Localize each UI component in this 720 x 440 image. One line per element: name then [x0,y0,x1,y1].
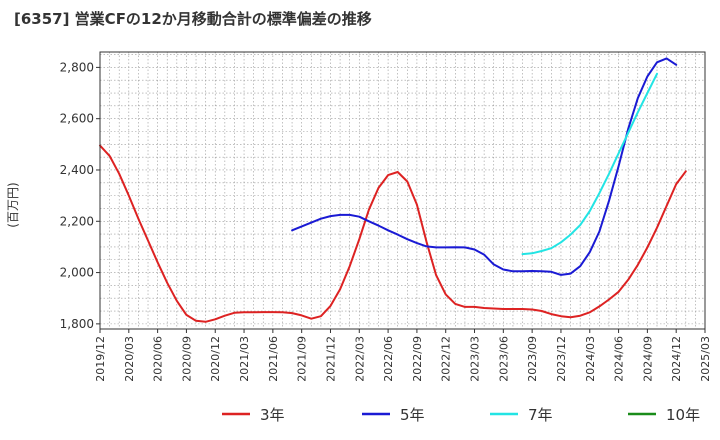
y-axis-label: (百万円) [6,182,20,227]
x-axis: 2019/12 2020/03 2020/06 2020/09 2020/12 2021/… [94,329,712,382]
x-tick-label: 2025/03 [699,336,712,382]
x-tick-label: 2021/12 [324,336,337,382]
x-tick-label: 2024/03 [584,336,597,382]
legend-label: 7年 [528,406,553,424]
series-line-5年 [291,57,678,276]
x-tick-label: 2021/09 [296,336,309,382]
y-tick-label: 2,800 [60,60,94,74]
x-tick-label: 2022/12 [440,336,453,382]
series-line-3年 [99,144,687,323]
x-tick-label: 2022/09 [411,336,424,382]
x-tick-label: 2020/09 [180,336,193,382]
x-tick-label: 2020/03 [123,336,136,382]
x-tick-label: 2024/12 [670,336,683,382]
legend-label: 5年 [400,406,425,424]
x-tick-label: 2022/03 [353,336,366,382]
series-layer [99,57,687,323]
y-tick-label: 2,400 [60,163,94,177]
plot-frame [99,51,706,330]
x-tick-label: 2023/03 [469,336,482,382]
x-tick-label: 2024/09 [641,336,654,382]
y-tick-label: 2,000 [60,266,94,280]
x-tick-label: 2024/06 [613,336,626,382]
legend: 3年 5年 7年 10年 [222,406,700,424]
x-tick-label: 2020/12 [209,336,222,382]
x-tick-label: 2023/09 [526,336,539,382]
x-tick-label: 2021/03 [238,336,251,382]
x-tick-label: 2019/12 [94,336,107,382]
legend-label: 3年 [260,406,285,424]
x-tick-label: 2020/06 [152,336,165,382]
chart-title: [6357] 営業CFの12か月移動合計の標準偏差の推移 [14,10,372,28]
y-tick-label: 1,800 [60,317,94,331]
x-tick-label: 2023/12 [555,336,568,382]
grid-layer [99,52,706,329]
legend-label: 10年 [666,406,700,424]
y-axis: 1,800 2,000 2,200 2,400 2,600 2,800 [60,60,100,331]
y-tick-label: 2,200 [60,214,94,228]
y-tick-label: 2,600 [60,112,94,126]
x-tick-label: 2023/06 [497,336,510,382]
series-line-7年 [521,72,658,256]
x-tick-label: 2021/06 [267,336,280,382]
x-tick-label: 2022/06 [382,336,395,382]
